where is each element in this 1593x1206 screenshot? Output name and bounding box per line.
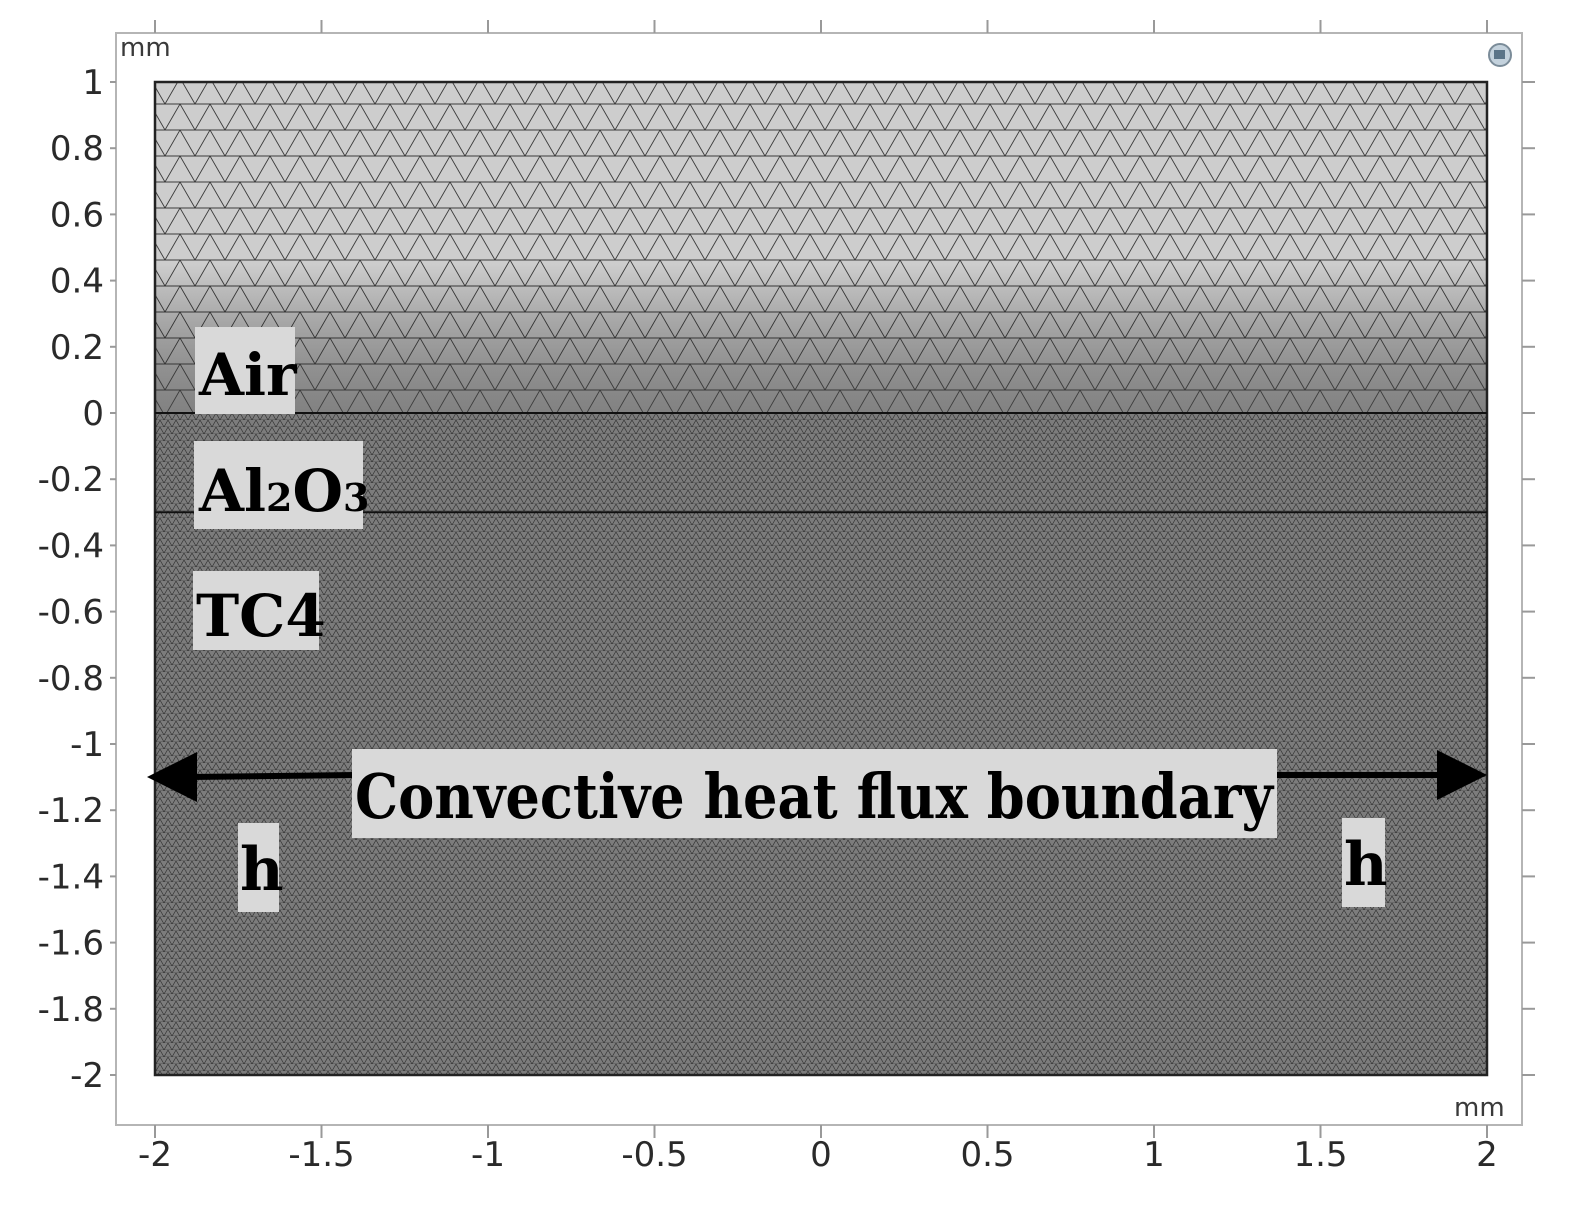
y-tick-label: -1.2 <box>38 791 104 831</box>
y-unit-label: mm <box>120 33 171 63</box>
air-label: Air <box>198 341 298 409</box>
tc4-label-bg <box>193 571 319 650</box>
view-cube-icon <box>1488 43 1512 67</box>
y-tick-label: 0.4 <box>50 262 104 302</box>
x-tick-label: -0.5 <box>621 1135 687 1175</box>
x-tick-label: 0 <box>810 1135 832 1175</box>
domain-outline <box>153 80 1489 1077</box>
y-tick-label: -1 <box>70 725 104 765</box>
al2o3-label-bg <box>194 441 363 529</box>
y-tick-label: -2 <box>70 1056 104 1096</box>
material-layers <box>153 80 1489 1077</box>
y-tick-label: -0.4 <box>38 526 104 566</box>
boundary-arrow <box>147 750 1487 802</box>
boundary-label-bg <box>352 749 1277 838</box>
tc4-label: TC4 <box>196 582 326 650</box>
al2o3-layer <box>155 413 1487 513</box>
x-tick-label: -1.5 <box>288 1135 354 1175</box>
y-tick-label: -0.6 <box>38 593 104 633</box>
h-right-label: h <box>1344 830 1388 900</box>
h-left-label: h <box>240 835 284 905</box>
x-tick-label: -2 <box>138 1135 172 1175</box>
arrow-head-right <box>1437 750 1487 800</box>
y-tick-label: 0.8 <box>50 129 104 169</box>
y-tick-label: -0.8 <box>38 659 104 699</box>
x-tick-label: 1.5 <box>1293 1135 1347 1175</box>
arrow-head-left <box>147 752 197 802</box>
y-tick-label: 0.2 <box>50 328 104 368</box>
y-tick-label: 0 <box>82 394 104 434</box>
x-tick-label: 1 <box>1143 1135 1165 1175</box>
al2o3-label: Al2O3 <box>198 457 369 525</box>
boundary-label: Convective heat flux boundary <box>355 760 1275 833</box>
axis-ticks: -2 -1.5 -1 -0.5 0 0.5 1 1.5 2 1 0.8 0.6 0.4 0.2 0 -0.2 -… <box>38 20 1535 1175</box>
x-unit-label: mm <box>1454 1093 1505 1123</box>
air-layer-refinement <box>155 82 1487 413</box>
arrow-shaft-left <box>189 772 356 780</box>
y-tick-label: -0.2 <box>38 460 104 500</box>
air-label-bg <box>195 327 295 414</box>
y-tick-label: -1.4 <box>38 857 104 897</box>
y-tick-label: -1.6 <box>38 924 104 964</box>
y-tick-label: 0.6 <box>50 195 104 235</box>
x-tick-label: 0.5 <box>960 1135 1014 1175</box>
h-left-label-bg <box>238 823 279 912</box>
y-tick-label: 1 <box>82 63 104 103</box>
y-tick-label: -1.8 <box>38 990 104 1030</box>
h-right-label-bg <box>1342 818 1385 907</box>
x-tick-label: -1 <box>471 1135 505 1175</box>
x-tick-label: 2 <box>1476 1135 1498 1175</box>
